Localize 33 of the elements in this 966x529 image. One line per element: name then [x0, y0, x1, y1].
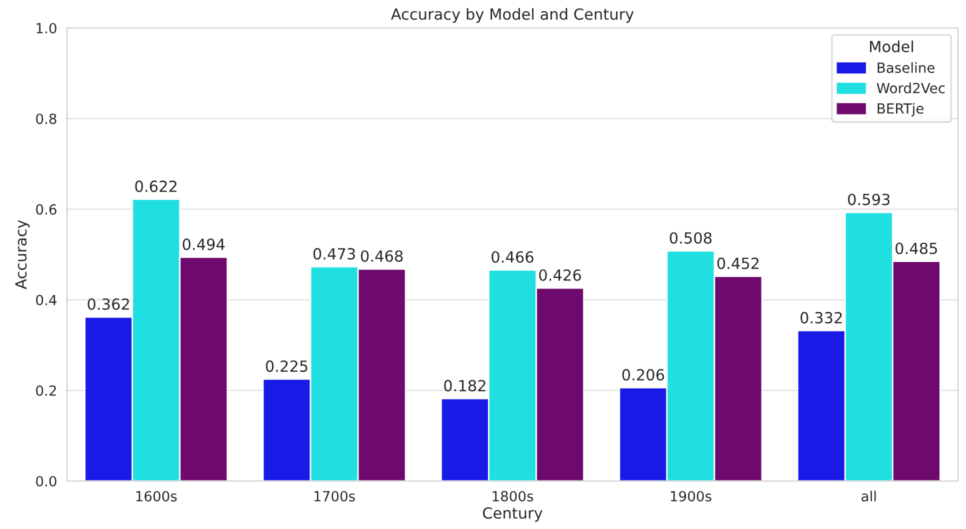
y-axis-title: Accuracy: [15, 220, 30, 290]
y-tick-label: 0.2: [36, 385, 56, 396]
data-label: 0.468: [360, 250, 403, 262]
x-tick-label: 1600s: [136, 490, 177, 502]
x-axis-title: Century: [482, 507, 542, 522]
data-label: 0.593: [848, 194, 890, 206]
x-tick-label: 1900s: [670, 490, 712, 502]
x-tick-label: all: [862, 490, 876, 502]
data-label: 0.332: [800, 312, 842, 324]
x-tick-label: 1700s: [314, 490, 355, 502]
legend-label: BERTje: [878, 103, 924, 116]
data-label: 0.466: [492, 251, 534, 263]
data-label: 0.508: [670, 232, 712, 244]
legend-label: Baseline: [878, 62, 935, 73]
data-label: 0.426: [539, 269, 581, 281]
y-tick-label: 0.6: [36, 204, 56, 215]
data-label: 0.622: [135, 180, 176, 192]
y-tick-label: 0.0: [36, 476, 56, 486]
x-tick-label: 1800s: [492, 490, 534, 502]
data-label: 0.485: [896, 242, 937, 254]
legend-title: Model: [870, 40, 913, 52]
y-tick-label: 0.4: [36, 294, 56, 306]
data-label: 0.494: [182, 238, 225, 250]
data-label: 0.362: [88, 298, 129, 310]
data-label: 0.182: [444, 380, 486, 392]
data-label: 0.206: [622, 369, 664, 381]
chart-title: Accuracy by Model and Century: [390, 8, 634, 23]
data-label: 0.473: [313, 248, 355, 260]
data-label: 0.452: [717, 258, 759, 270]
data-label: 0.225: [266, 360, 308, 372]
y-tick-label: 0.8: [36, 114, 56, 124]
y-tick-label: 1.0: [36, 22, 56, 34]
legend-label: Word2Vec: [876, 82, 945, 94]
